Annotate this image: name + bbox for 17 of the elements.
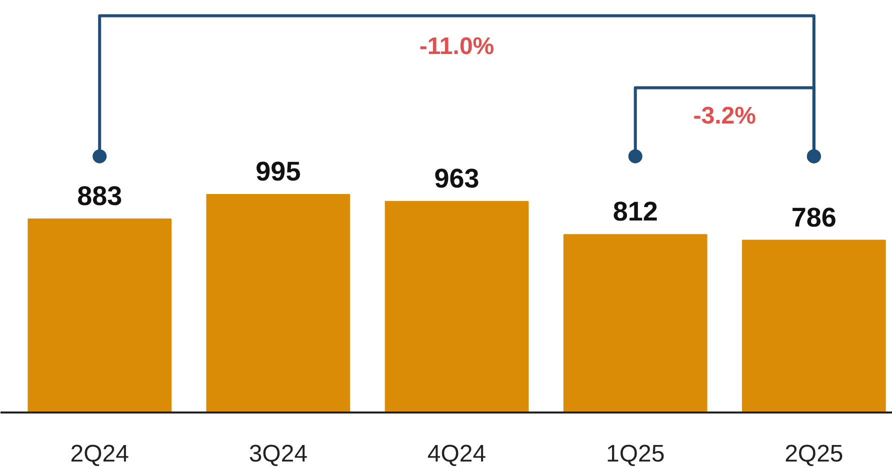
bar bbox=[742, 240, 886, 412]
bar bbox=[206, 194, 350, 412]
data-label: 812 bbox=[612, 196, 658, 227]
x-tick-label: 3Q24 bbox=[248, 440, 308, 468]
bar bbox=[563, 234, 708, 412]
x-tick-label: 2Q25 bbox=[784, 440, 844, 468]
x-tick-label: 4Q24 bbox=[427, 440, 486, 468]
x-tick-label: 1Q25 bbox=[606, 440, 665, 468]
data-label: 786 bbox=[791, 202, 836, 232]
text: -3.2% bbox=[693, 102, 756, 130]
x-tick-label: 2Q24 bbox=[70, 440, 129, 468]
bar bbox=[28, 218, 172, 412]
data-label: 995 bbox=[256, 156, 301, 187]
text: -11.0% bbox=[419, 32, 494, 60]
data-label: 883 bbox=[77, 181, 122, 212]
bar bbox=[384, 201, 529, 412]
data-label: 963 bbox=[434, 164, 480, 194]
